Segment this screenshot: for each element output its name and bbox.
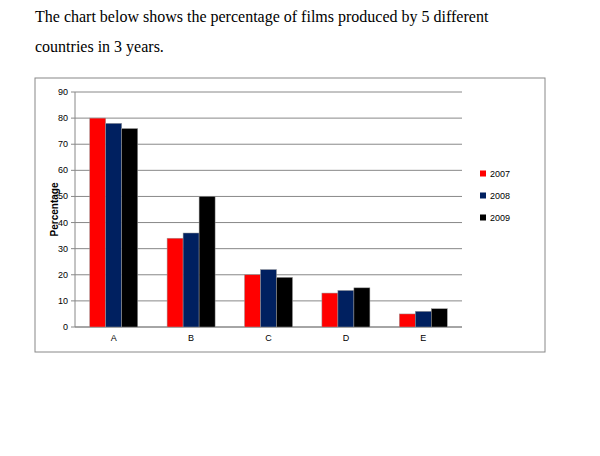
bar — [245, 275, 261, 327]
bar — [354, 288, 370, 327]
bar — [399, 314, 415, 327]
x-tick-label: A — [111, 333, 117, 343]
bar — [183, 233, 199, 327]
chart-frame — [35, 78, 545, 352]
tick-mark — [71, 92, 75, 93]
y-tick-label: 10 — [58, 296, 68, 306]
tick-mark — [71, 118, 75, 119]
y-tick-label: 90 — [58, 87, 68, 97]
tick-mark — [71, 327, 75, 328]
bar — [167, 238, 183, 327]
bar — [90, 118, 106, 327]
legend-label: 2008 — [490, 191, 510, 201]
legend-swatch — [480, 215, 486, 221]
x-tick-label: B — [188, 333, 194, 343]
bar — [322, 293, 338, 327]
legend-label: 2007 — [490, 169, 510, 179]
bar — [261, 270, 277, 327]
tick-mark — [71, 248, 75, 249]
legend-label: 2009 — [490, 213, 510, 223]
tick-mark — [71, 144, 75, 145]
x-tick-label: C — [265, 333, 272, 343]
bar — [277, 277, 293, 327]
tick-mark — [71, 196, 75, 197]
y-tick-label: 70 — [58, 139, 68, 149]
y-tick-label: 60 — [58, 165, 68, 175]
tick-mark — [71, 170, 75, 171]
y-tick-label: 20 — [58, 270, 68, 280]
y-axis-label: Percentage — [49, 182, 60, 236]
legend-swatch — [480, 171, 486, 177]
bar — [431, 309, 447, 327]
legend-swatch — [480, 193, 486, 199]
tick-mark — [71, 300, 75, 301]
grid-line — [75, 118, 462, 119]
x-tick-label: E — [420, 333, 426, 343]
bars — [90, 118, 448, 327]
bar — [338, 290, 354, 327]
bar — [122, 129, 138, 327]
bar — [415, 311, 431, 327]
bar — [106, 123, 122, 327]
y-tick-label: 0 — [63, 322, 68, 332]
y-tick-label: 80 — [58, 113, 68, 123]
tick-mark — [71, 274, 75, 275]
grid-line — [75, 92, 462, 93]
y-axis — [75, 92, 76, 327]
y-tick-label: 30 — [58, 244, 68, 254]
x-tick-label: D — [343, 333, 350, 343]
tick-mark — [71, 222, 75, 223]
title: The chart below shows the percentage of … — [35, 2, 535, 62]
bar — [199, 196, 215, 327]
